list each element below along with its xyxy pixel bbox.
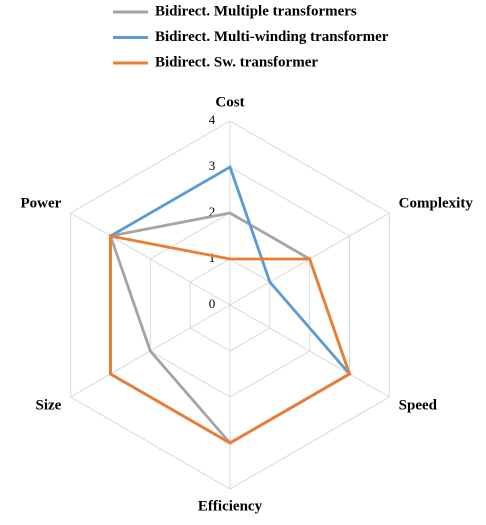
r-tick-label: 2: [209, 204, 216, 219]
axis-line: [229, 304, 390, 398]
r-tick-label: 4: [209, 112, 216, 127]
legend-label: Bidirect. Multiple transformers: [155, 3, 357, 19]
legend-label: Bidirect. Multi-winding transformer: [155, 29, 389, 45]
category-label: Cost: [215, 94, 244, 110]
category-label: Power: [21, 195, 62, 211]
r-tick-label: 3: [209, 158, 216, 173]
category-label: Efficiency: [198, 498, 263, 514]
r-tick-label: 1: [209, 250, 216, 265]
category-label: Size: [36, 397, 62, 413]
category-label: Speed: [399, 397, 438, 413]
r-tick-label: 0: [209, 296, 216, 311]
category-label: Complexity: [399, 195, 474, 211]
series-line: [109, 234, 352, 445]
legend-label: Bidirect. Sw. transformer: [155, 54, 318, 70]
axis-line: [70, 212, 231, 306]
